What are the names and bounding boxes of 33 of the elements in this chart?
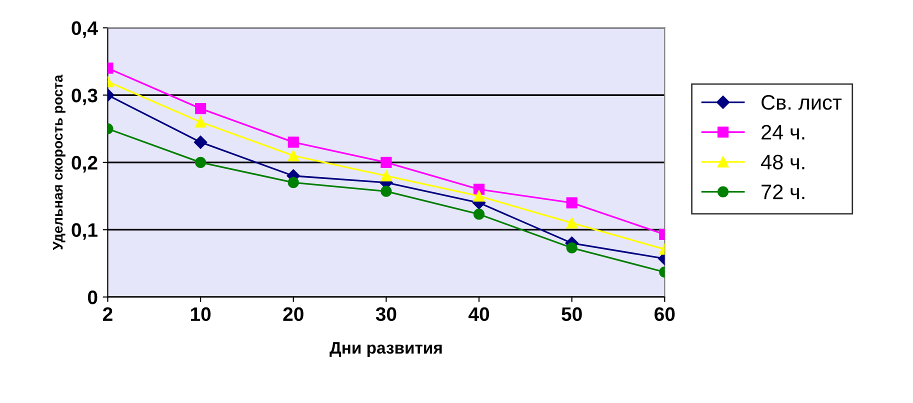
point (566, 197, 578, 208)
legend-label: Св. лист (762, 95, 842, 110)
legend-label: 48 ч. (761, 154, 804, 170)
point (194, 136, 208, 149)
x-tick-label: 10 (190, 307, 211, 322)
y-tick-label: 0,4 (72, 21, 98, 38)
x-tick-label: 20 (283, 307, 304, 322)
x-tick-label: 30 (376, 307, 396, 322)
point (195, 156, 206, 168)
x-tick-label: 40 (468, 307, 490, 322)
point (566, 217, 578, 229)
x-tick-label: 50 (562, 307, 582, 322)
point (380, 186, 392, 197)
legend-label: 72 ч. (762, 184, 804, 200)
legend-label: 24 ч. (762, 124, 804, 140)
point (473, 190, 485, 202)
point (473, 208, 485, 220)
x-tick-label: 60 (654, 307, 675, 322)
point (566, 242, 578, 254)
point (288, 150, 299, 162)
x-axis-title: Дни развития (330, 342, 442, 358)
x-tick-label: 2 (103, 307, 112, 321)
y-axis-title: Удельная скорость роста (52, 74, 66, 250)
point (288, 177, 299, 188)
y-tick-label: 0 (88, 290, 98, 304)
y-tick-label: 0,3 (72, 88, 98, 106)
point (195, 103, 206, 114)
point (380, 170, 392, 182)
point (288, 136, 299, 148)
point (380, 156, 392, 168)
y-tick-label: 0,1 (72, 223, 98, 240)
y-tick-label: 0,2 (72, 156, 98, 172)
point (195, 116, 206, 128)
